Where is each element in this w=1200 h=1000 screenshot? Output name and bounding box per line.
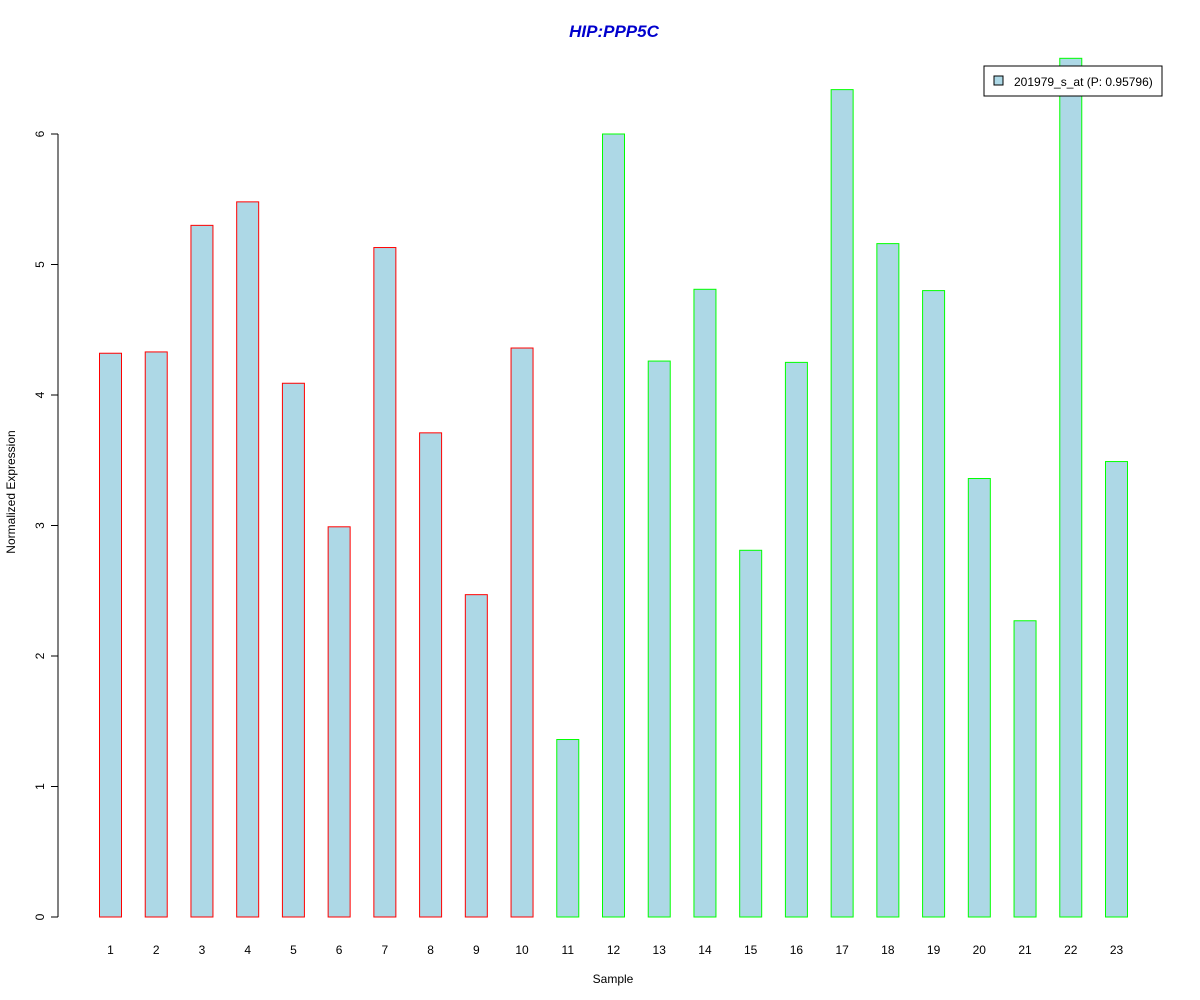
- bar-sample-5: [281, 382, 305, 918]
- legend-label: 201979_s_at (P: 0.95796): [1014, 75, 1153, 89]
- x-axis-label: Sample: [593, 972, 634, 986]
- x-tick-label: 6: [336, 943, 343, 957]
- x-tick-label: 3: [199, 943, 206, 957]
- x-tick-label: 8: [427, 943, 434, 957]
- bar-sample-21: [1013, 620, 1037, 918]
- x-tick-label: 22: [1064, 943, 1078, 957]
- bar-sample-14: [693, 288, 717, 918]
- bar-sample-15: [739, 549, 763, 918]
- bar-sample-10: [510, 347, 534, 918]
- y-tick-label: 3: [33, 522, 47, 529]
- legend: 201979_s_at (P: 0.95796): [983, 65, 1163, 97]
- x-tick-label: 20: [973, 943, 987, 957]
- x-tick-label: 12: [607, 943, 621, 957]
- chart-title: HIP:PPP5C: [569, 22, 659, 41]
- legend-box: [983, 65, 1163, 97]
- x-tick-label: 14: [698, 943, 712, 957]
- bar-sample-22: [1059, 57, 1083, 918]
- bar-sample-13: [647, 360, 671, 918]
- bar-sample-4: [236, 201, 260, 918]
- bar-sample-19: [922, 290, 946, 918]
- bar-sample-20: [967, 478, 991, 918]
- y-axis: 0 1 2 3 4 5 6: [33, 130, 59, 920]
- bar-sample-8: [419, 432, 443, 918]
- x-tick-label: 5: [290, 943, 297, 957]
- x-tick-label: 11: [562, 943, 575, 957]
- bar-sample-1: [99, 352, 122, 918]
- bar-sample-7: [373, 247, 397, 918]
- x-tick-label: 17: [835, 943, 849, 957]
- y-tick-label: 5: [33, 261, 47, 268]
- bar-sample-9: [464, 594, 488, 918]
- x-tick-label: 4: [244, 943, 251, 957]
- x-tick-labels: 1 2 3 4 5 6 7 8 9 10 11 12 13 14 15 16 17 18 19 20 21 22 23: [107, 943, 1123, 957]
- x-tick-label: 1: [107, 943, 114, 957]
- x-tick-label: 23: [1110, 943, 1124, 957]
- bars: [99, 57, 1128, 918]
- x-tick-label: 15: [744, 943, 758, 957]
- x-tick-label: 9: [473, 943, 480, 957]
- bar-sample-18: [876, 243, 900, 918]
- bar-sample-3: [190, 224, 214, 918]
- x-tick-label: 10: [515, 943, 529, 957]
- x-tick-label: 18: [881, 943, 895, 957]
- y-tick-label: 0: [33, 913, 47, 920]
- x-tick-label: 13: [653, 943, 667, 957]
- x-tick-label: 21: [1018, 943, 1032, 957]
- y-tick-label: 2: [33, 652, 47, 659]
- y-tick-label: 4: [33, 391, 47, 398]
- x-tick-label: 16: [790, 943, 804, 957]
- y-axis-label: Normalized Expression: [4, 430, 18, 553]
- bar-sample-11: [556, 739, 580, 918]
- bar-sample-23: [1105, 461, 1128, 918]
- x-tick-label: 7: [382, 943, 389, 957]
- bar-sample-2: [144, 351, 168, 918]
- y-tick-label: 1: [33, 783, 47, 790]
- x-tick-label: 2: [153, 943, 160, 957]
- bar-sample-6: [327, 526, 351, 918]
- bar-sample-12: [602, 133, 625, 918]
- y-tick-label: 6: [33, 130, 47, 137]
- bar-sample-17: [830, 89, 854, 918]
- x-tick-label: 19: [927, 943, 941, 957]
- legend-swatch: [993, 75, 1004, 86]
- bar-sample-16: [784, 361, 808, 918]
